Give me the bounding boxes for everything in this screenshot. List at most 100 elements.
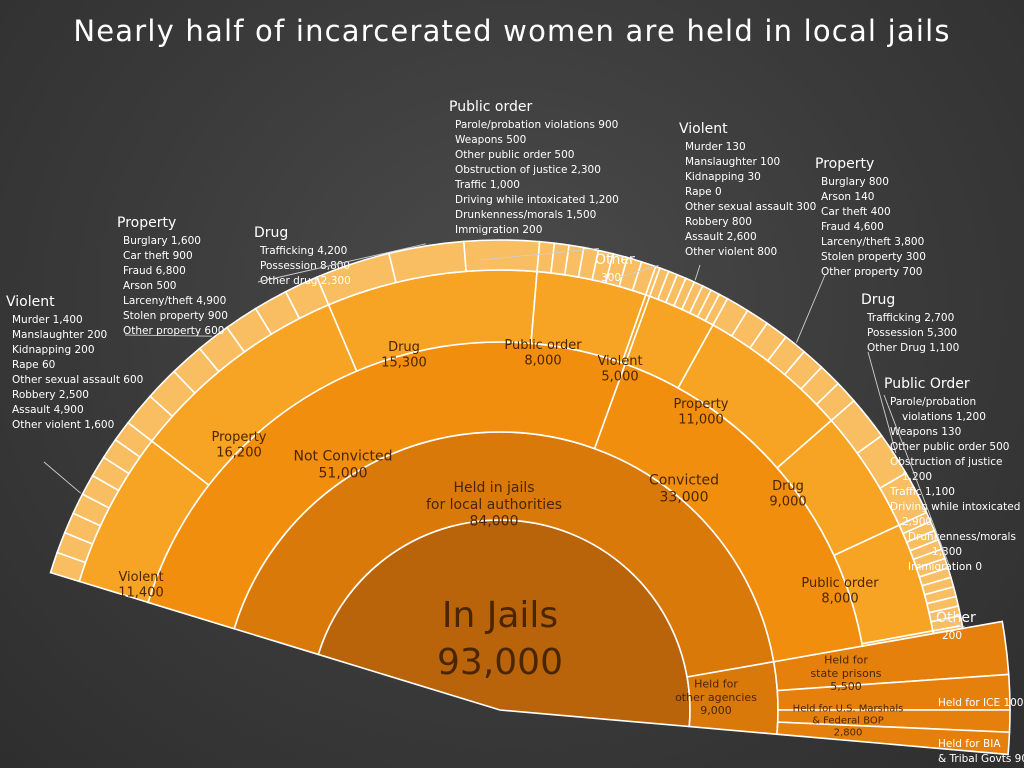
annotation-line-nc_violent-3: Rape 60 bbox=[12, 359, 55, 371]
conviction-label-convicted-text-0: Convicted bbox=[649, 473, 719, 489]
annotation-heading-c_public: Public Order bbox=[884, 376, 970, 392]
annotation-line-nc_violent-0: Murder 1,400 bbox=[12, 314, 83, 326]
annotation-line-c_property-3: Fraud 4,600 bbox=[821, 221, 884, 233]
annotation-line-c_property-1: Arson 140 bbox=[821, 191, 874, 203]
annotation-heading-c_drug: Drug bbox=[861, 292, 895, 308]
offense-nc-label-nc_property-text-1: 16,200 bbox=[216, 445, 262, 460]
annotation-line-nc_violent-5: Robbery 2,500 bbox=[12, 389, 89, 401]
root-value: 93,000 bbox=[437, 642, 563, 683]
conviction-label-not-convicted-text-1: 51,000 bbox=[319, 465, 368, 481]
leader-line-nc_public bbox=[479, 248, 599, 261]
holder-label-local-text-0: Held in jails bbox=[453, 480, 534, 496]
annotation-line-c_violent-4: Other sexual assault 300 bbox=[685, 201, 816, 213]
leader-line-c_violent bbox=[694, 264, 701, 281]
annotation-line-nc_property-0: Burglary 1,600 bbox=[123, 235, 201, 247]
detail-segment-nc_drug-2 bbox=[462, 239, 541, 273]
annotation-line-c_property-6: Other property 700 bbox=[821, 266, 922, 278]
offense-c-label-c_public-text-0: Public order bbox=[801, 576, 879, 591]
annotation-line-nc_drug-2: Other drug 2,300 bbox=[260, 275, 351, 287]
leader-line-nc_other bbox=[609, 264, 659, 281]
annotation-line-c_property-4: Larceny/theft 3,800 bbox=[821, 236, 924, 248]
agency-label-state-text-0: Held for bbox=[824, 654, 868, 667]
offense-nc-label-nc_public-text-0: Public order bbox=[504, 338, 582, 353]
annotation-line-c_public-10: 1,300 bbox=[932, 546, 962, 558]
annotation-line-c_property-2: Car theft 400 bbox=[821, 206, 891, 218]
holder-label-other-text-1: other agencies bbox=[675, 691, 757, 704]
annotation-heading-c_other: Other bbox=[936, 610, 976, 626]
leader-line-c_public bbox=[883, 394, 951, 568]
annotation-line-c_violent-3: Rape 0 bbox=[685, 186, 722, 198]
annotation-line-nc_violent-2: Kidnapping 200 bbox=[12, 344, 95, 356]
leader-line-c_property bbox=[796, 274, 826, 343]
offense-nc-label-nc_drug-text-0: Drug bbox=[388, 340, 420, 355]
annotation-line-c_violent-5: Robbery 800 bbox=[685, 216, 752, 228]
agency-label-bia-1: & Tribal Govts 90 bbox=[938, 753, 1024, 765]
annotation-line-c_property-5: Stolen property 300 bbox=[821, 251, 926, 263]
agency-label-marshals-text-1: & Federal BOP bbox=[812, 716, 884, 727]
annotation-line-c_violent-2: Kidnapping 30 bbox=[685, 171, 761, 183]
annotation-line-c_public-9: Drunkenness/morals bbox=[908, 531, 1016, 543]
annotation-line-c_drug-0: Trafficking 2,700 bbox=[866, 312, 954, 324]
annotation-line-nc_property-6: Other property 600 bbox=[123, 325, 224, 337]
annotation-line-nc_drug-1: Possession 8,800 bbox=[260, 260, 350, 272]
leader-line-nc_property bbox=[124, 334, 212, 337]
annotation-line-nc_drug-0: Trafficking 4,200 bbox=[259, 245, 347, 257]
chart-title: Nearly half of incarcerated women are he… bbox=[73, 14, 951, 48]
annotation-heading-nc_drug: Drug bbox=[254, 225, 288, 241]
offense-c-label-c_drug-text-1: 9,000 bbox=[769, 494, 806, 509]
agency-label-marshals-text-0: Held for U.S. Marshals bbox=[793, 704, 904, 715]
agency-label-ice: Held for ICE 100 bbox=[938, 697, 1024, 709]
annotation-heading-nc_violent: Violent bbox=[6, 294, 55, 310]
annotation-line-nc_public-4: Traffic 1,000 bbox=[454, 179, 520, 191]
annotation-line-nc_violent-1: Manslaughter 200 bbox=[12, 329, 107, 341]
annotation-line-nc_public-1: Weapons 500 bbox=[455, 134, 526, 146]
annotation-line-nc_other-0: 300 bbox=[601, 272, 621, 284]
holder-label-local-text-2: 84,000 bbox=[470, 514, 519, 530]
detail-segment-c_other-0 bbox=[931, 624, 964, 635]
annotation-line-c_violent-7: Other violent 800 bbox=[685, 246, 777, 258]
annotation-line-c_public-2: Weapons 130 bbox=[890, 426, 961, 438]
root-label: In Jails bbox=[442, 595, 558, 636]
agency-label-bia-0: Held for BIA bbox=[938, 738, 1001, 750]
offense-nc-label-nc_violent-text-0: Violent bbox=[118, 570, 163, 585]
annotation-line-nc_property-4: Larceny/theft 4,900 bbox=[123, 295, 226, 307]
agency-label-state-text-1: state prisons bbox=[810, 667, 881, 680]
annotation-line-c_violent-6: Assault 2,600 bbox=[685, 231, 757, 243]
holder-label-other-text-2: 9,000 bbox=[700, 704, 732, 717]
annotation-line-c_public-11: Immigration 0 bbox=[908, 561, 982, 573]
annotation-line-c_violent-0: Murder 130 bbox=[685, 141, 746, 153]
annotation-line-nc_violent-6: Assault 4,900 bbox=[12, 404, 84, 416]
offense-c-label-c_drug-text-0: Drug bbox=[772, 479, 804, 494]
annotation-line-c_public-5: 1,200 bbox=[902, 471, 932, 483]
offense-c-label-c_violent-text-0: Violent bbox=[597, 354, 642, 369]
annotation-line-c_violent-1: Manslaughter 100 bbox=[685, 156, 780, 168]
offense-c-label-c_violent-text-1: 5,000 bbox=[601, 369, 638, 384]
offense-nc-label-nc_public-text-1: 8,000 bbox=[524, 353, 561, 368]
annotation-line-nc_public-2: Other public order 500 bbox=[455, 149, 574, 161]
annotation-line-c_property-0: Burglary 800 bbox=[821, 176, 889, 188]
annotation-line-nc_property-3: Arson 500 bbox=[123, 280, 176, 292]
offense-nc-label-nc_property-text-0: Property bbox=[211, 430, 266, 445]
annotation-line-nc_violent-4: Other sexual assault 600 bbox=[12, 374, 143, 386]
annotation-heading-nc_other: Other bbox=[595, 252, 635, 268]
conviction-label-not-convicted-text-0: Not Convicted bbox=[293, 449, 392, 465]
annotation-heading-c_violent: Violent bbox=[679, 121, 728, 137]
offense-c-label-c_property-text-1: 11,000 bbox=[678, 412, 724, 427]
offense-nc-label-nc_drug-text-1: 15,300 bbox=[381, 355, 427, 370]
annotation-heading-c_property: Property bbox=[815, 156, 874, 172]
annotation-line-nc_violent-7: Other violent 1,600 bbox=[12, 419, 114, 431]
annotation-line-nc_property-2: Fraud 6,800 bbox=[123, 265, 186, 277]
offense-c-label-c_property-text-0: Property bbox=[673, 397, 728, 412]
annotation-heading-nc_public: Public order bbox=[449, 99, 532, 115]
annotation-line-c_public-4: Obstruction of justice bbox=[890, 456, 1002, 468]
annotation-heading-nc_property: Property bbox=[117, 215, 176, 231]
leader-line-nc_drug bbox=[257, 243, 426, 283]
agency-label-marshals-text-2: 2,800 bbox=[834, 728, 863, 739]
annotation-line-c_public-8: 2,900 bbox=[902, 516, 932, 528]
annotation-line-nc_public-5: Driving while intoxicated 1,200 bbox=[455, 194, 619, 206]
annotation-line-c_other-0: 200 bbox=[942, 630, 962, 642]
annotation-line-nc_property-1: Car theft 900 bbox=[123, 250, 193, 262]
leader-line-c_other bbox=[931, 615, 965, 627]
conviction-label-convicted-text-1: 33,000 bbox=[660, 489, 709, 505]
